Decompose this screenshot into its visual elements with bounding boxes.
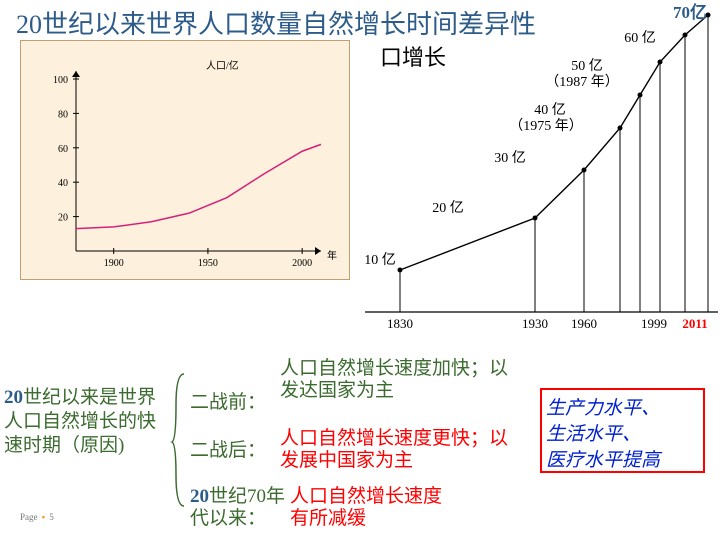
row-label: 二战前：: [190, 380, 280, 414]
page-label: Page: [20, 512, 38, 522]
row-desc: 人口自然增长速度更快；以发展中国家为主: [280, 428, 515, 472]
summary-col: 20世纪以来是世界人口自然增长的快速时期（原因): [4, 386, 174, 458]
svg-text:70亿: 70亿: [673, 2, 707, 22]
callout-box: 生产力水平、 生活水平、 医疗水平提高: [540, 388, 705, 473]
row-label: 20世纪70年代以来：: [190, 486, 290, 530]
right-chart-svg: [0, 20, 365, 350]
page-indicator: Page ▪ 5: [20, 512, 54, 522]
right-chart-panel: [355, 20, 715, 340]
callout-line: 生活水平、: [546, 422, 699, 448]
rows: 二战前： 人口自然增长速度加快；以发达国家为主 二战后： 人口自然增长速度更快；…: [190, 380, 515, 530]
callout-line: 医疗水平提高: [546, 448, 699, 474]
row-postwar: 二战后： 人口自然增长速度更快；以发展中国家为主: [190, 428, 515, 472]
callout-line: 生产力水平、: [546, 396, 699, 422]
bracket-icon: [170, 370, 188, 510]
summary-prefix: 20: [4, 387, 23, 408]
page-number: 5: [49, 512, 54, 522]
row-prewar: 二战前： 人口自然增长速度加快；以发达国家为主: [190, 380, 515, 414]
row-desc: 人口自然增长速度有所减缓: [290, 486, 460, 530]
row-label: 二战后：: [190, 428, 280, 472]
row-70s: 20世纪70年代以来： 人口自然增长速度有所减缓: [190, 486, 515, 530]
summary-body: 世纪以来是世界人口自然增长的快速时期（原因): [4, 387, 156, 456]
row-desc: 人口自然增长速度加快；以发达国家为主: [280, 358, 515, 414]
page-sep-icon: ▪: [42, 512, 45, 522]
